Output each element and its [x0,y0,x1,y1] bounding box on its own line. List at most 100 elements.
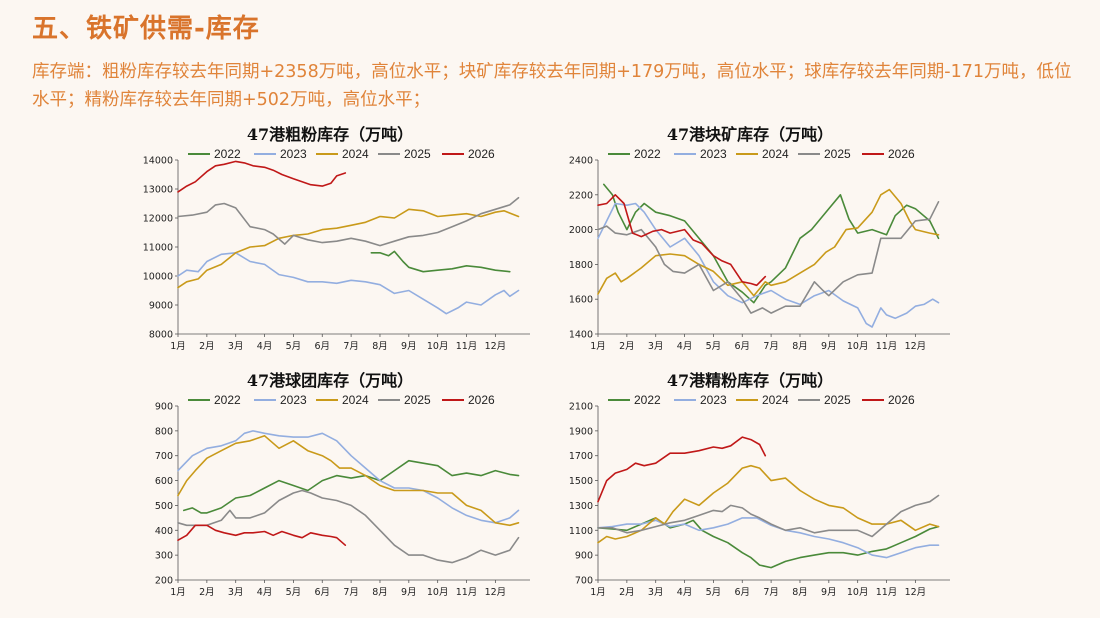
y-tick-label: 1500 [569,476,593,487]
legend-item-2026: 2026 [442,147,495,161]
legend-label: 2026 [888,393,915,407]
legend-label: 2025 [824,393,851,407]
series-line-2025 [177,196,520,247]
x-tick-label: 6月 [734,587,750,598]
series-line-2022 [183,459,520,514]
series-line-2023 [177,430,520,524]
x-tick-label: 11月 [876,341,898,352]
x-tick-label: 3月 [648,587,664,598]
chart-concentrate-inventory: 47港精粉库存（万吨） 2022 2023 2024 2025 2026 700 900 110… [569,371,950,598]
legend-item-2024: 2024 [736,147,789,161]
x-tick-label: 3月 [228,341,244,352]
x-tick-label: 12月 [905,587,927,598]
legend-label: 2025 [404,393,431,407]
legend-label: 2024 [762,147,789,161]
x-tick-label: 2月 [619,341,635,352]
x-tick-label: 3月 [648,341,664,352]
y-tick-label: 600 [155,476,173,487]
legend-item-2025: 2025 [378,147,431,161]
y-tick-label: 2100 [569,402,593,413]
legend-label: 2022 [214,147,241,161]
legend-label: 2025 [404,147,431,161]
page-title: 五、铁矿供需-库存 [32,14,260,44]
series-line-2025 [597,201,940,314]
y-tick-label: 700 [155,451,173,462]
legend-item-2025: 2025 [798,147,851,161]
y-tick-label: 2400 [569,156,593,167]
y-tick-label: 1700 [569,451,593,462]
legend-label: 2024 [762,393,789,407]
x-tick-label: 1月 [170,341,186,352]
legend-label: 2026 [468,147,495,161]
legend-label: 2025 [824,147,851,161]
legend-item-2024: 2024 [316,393,369,407]
x-tick-label: 8月 [372,341,388,352]
x-tick-label: 10月 [427,587,449,598]
legend-label: 2022 [634,393,661,407]
series-line-2022 [370,250,511,273]
y-tick-label: 12000 [143,214,173,225]
chart-lump-ore-inventory: 47港块矿库存（万吨） 2022 2023 2024 2025 2026 1400 1600 1… [569,125,950,352]
x-tick-label: 4月 [677,587,693,598]
y-tick-label: 700 [575,576,593,587]
y-tick-label: 9000 [149,301,173,312]
legend-item-2023: 2023 [254,147,307,161]
x-tick-label: 5月 [286,587,302,598]
x-tick-label: 2月 [199,587,215,598]
x-tick-label: 10月 [847,341,869,352]
series-line-2026 [177,160,347,193]
y-tick-label: 1800 [569,260,593,271]
inventory-summary: 库存端：粗粉库存较去年同期+2358万吨，高位水平；块矿库存较去年同期+179万… [32,62,1072,110]
y-tick-label: 2000 [569,225,593,236]
x-tick-label: 10月 [427,341,449,352]
x-tick-label: 1月 [590,587,606,598]
legend-item-2025: 2025 [378,393,431,407]
y-tick-label: 300 [155,551,173,562]
series-line-2024 [597,464,940,544]
x-tick-label: 4月 [677,341,693,352]
series-line-2026 [597,194,767,287]
x-tick-label: 2月 [199,341,215,352]
x-tick-label: 1月 [170,587,186,598]
y-tick-label: 10000 [143,272,173,283]
legend-item-2022: 2022 [608,147,661,161]
y-tick-label: 13000 [143,185,173,196]
y-tick-label: 1900 [569,426,593,437]
legend-item-2023: 2023 [674,147,727,161]
series-line-2024 [597,188,940,297]
series-line-2023 [597,202,940,328]
y-tick-label: 200 [155,576,173,587]
x-tick-label: 1月 [590,341,606,352]
x-tick-label: 9月 [821,341,837,352]
x-tick-label: 6月 [314,341,330,352]
series-line-2022 [597,517,940,569]
x-tick-label: 8月 [792,587,808,598]
series-line-2024 [177,208,520,289]
legend-item-2026: 2026 [442,393,495,407]
series-line-2026 [177,524,347,546]
chart-title: 47港精粉库存（万吨） [667,371,833,390]
x-tick-label: 4月 [257,587,273,598]
series-line-2026 [597,436,767,503]
y-tick-label: 1400 [569,330,593,341]
legend-item-2023: 2023 [674,393,727,407]
y-tick-label: 11000 [143,243,173,254]
x-tick-label: 5月 [706,587,722,598]
x-tick-label: 12月 [485,341,507,352]
chart-coarse-ore-inventory: 47港粗粉库存（万吨） 2022 2023 2024 2025 2026 8000 9000 1… [143,125,530,352]
y-tick-label: 14000 [143,156,173,167]
y-tick-label: 1100 [569,526,593,537]
legend-item-2023: 2023 [254,393,307,407]
legend-label: 2022 [634,147,661,161]
series-line-2024 [177,435,520,527]
x-tick-label: 9月 [401,587,417,598]
legend-label: 2024 [342,393,369,407]
y-tick-label: 1600 [569,295,593,306]
x-tick-label: 11月 [456,587,478,598]
legend-label: 2023 [700,147,727,161]
y-tick-label: 1300 [569,501,593,512]
y-tick-label: 500 [155,501,173,512]
legend-label: 2023 [280,147,307,161]
x-tick-label: 10月 [847,587,869,598]
legend-item-2022: 2022 [188,393,241,407]
